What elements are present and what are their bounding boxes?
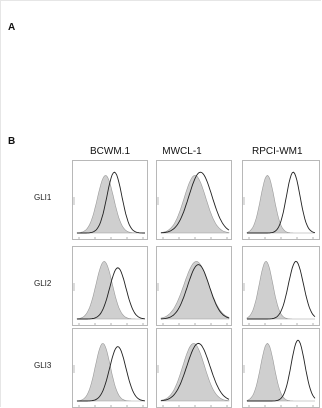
isotype-histogram: [76, 175, 145, 234]
stained-histogram: [160, 264, 230, 320]
histogram-plot: [73, 343, 146, 407]
isotype-histogram: [246, 343, 315, 402]
histogram-panel-r3-c2: [156, 328, 232, 408]
histogram-panel-r3-c3: [242, 328, 320, 408]
histogram-panel-r2-c1: [72, 246, 148, 326]
panel-b-label: B: [8, 136, 16, 147]
isotype-histogram: [160, 175, 230, 234]
histogram-panel-r1-c3: [242, 160, 320, 240]
column-title-bcwm1: BCWM.1: [90, 146, 130, 157]
histogram-plot: [243, 339, 316, 407]
histogram-panel-r1-c2: [156, 160, 232, 240]
stained-histogram: [247, 260, 316, 320]
stained-histogram: [77, 171, 145, 234]
histogram-plot: [157, 342, 230, 407]
histogram-panel-r2-c2: [156, 246, 232, 326]
isotype-histogram: [246, 175, 315, 234]
histogram-plot: [243, 260, 316, 325]
histogram-plot: [157, 261, 230, 325]
stained-histogram: [160, 171, 230, 234]
panel-a-label: A: [8, 22, 16, 33]
stained-histogram: [77, 346, 146, 402]
column-title-rpciwm1: RPCI-WM1: [252, 146, 303, 157]
isotype-histogram: [160, 343, 230, 402]
stained-histogram: [247, 339, 316, 402]
row-label-gli2: GLI2: [34, 279, 52, 288]
stained-histogram: [77, 267, 146, 320]
histogram-panel-r2-c3: [242, 246, 320, 326]
histogram-plot: [243, 171, 316, 239]
histogram-plot: [73, 171, 145, 239]
isotype-histogram: [160, 261, 230, 320]
histogram-plot: [157, 171, 230, 239]
histogram-panel-r3-c1: [72, 328, 148, 408]
histogram-panel-r1-c1: [72, 160, 148, 240]
column-title-mwcl1: MWCL-1: [162, 146, 202, 157]
isotype-histogram: [76, 261, 145, 320]
isotype-histogram: [246, 261, 315, 320]
row-label-gli1: GLI1: [34, 193, 52, 202]
histogram-plot: [73, 261, 146, 325]
stained-histogram: [247, 171, 316, 234]
isotype-histogram: [76, 343, 145, 402]
stained-histogram: [160, 342, 230, 402]
row-label-gli3: GLI3: [34, 361, 52, 370]
